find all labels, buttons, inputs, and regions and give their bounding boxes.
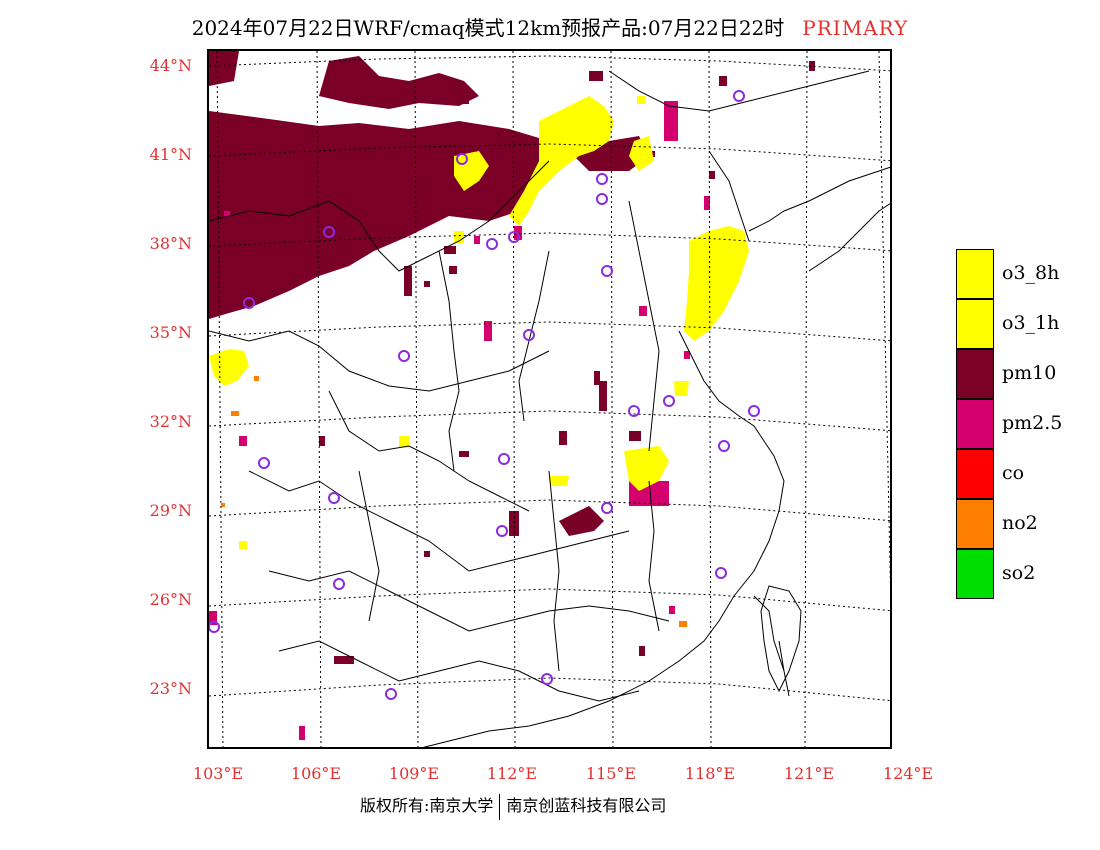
coastline xyxy=(422,166,890,747)
lat-label-35n: 35°N xyxy=(149,323,192,342)
map-canvas xyxy=(209,51,890,747)
lat-label-23n: 23°N xyxy=(149,679,192,698)
forecast-map xyxy=(207,49,892,749)
legend-swatch xyxy=(956,249,994,299)
station-markers xyxy=(209,90,760,700)
lon-label-124e: 124°E xyxy=(882,764,934,783)
legend-label: so2 xyxy=(1002,562,1036,584)
legend-swatch xyxy=(956,349,994,399)
legend-label: pm2.5 xyxy=(1002,412,1063,434)
lon-label-115e: 115°E xyxy=(585,764,637,783)
primary-tag: PRIMARY xyxy=(802,16,909,40)
lat-label-44n: 44°N xyxy=(149,56,192,75)
lat-label-26n: 26°N xyxy=(149,590,192,609)
lon-label-106e: 106°E xyxy=(290,764,342,783)
footer-separator xyxy=(499,793,501,820)
graticule xyxy=(209,51,890,747)
lat-label-41n: 41°N xyxy=(149,145,192,164)
no2-cells xyxy=(221,376,687,627)
copyright-left: 版权所有:南京大学 xyxy=(360,796,494,815)
lon-label-103e: 103°E xyxy=(192,764,244,783)
o3-region xyxy=(209,96,749,549)
lat-label-32n: 32°N xyxy=(149,412,192,431)
copyright-footer: 版权所有:南京大学 南京创蓝科技有限公司 xyxy=(360,792,666,820)
legend-swatch xyxy=(956,549,994,599)
lon-label-121e: 121°E xyxy=(783,764,835,783)
lon-label-109e: 109°E xyxy=(388,764,440,783)
lat-label-38n: 38°N xyxy=(149,234,192,253)
legend-swatch xyxy=(956,399,994,449)
legend-swatch xyxy=(956,499,994,549)
legend-label: co xyxy=(1002,462,1025,484)
legend-label: no2 xyxy=(1002,512,1038,534)
copyright-right: 南京创蓝科技有限公司 xyxy=(506,796,667,815)
legend-label: pm10 xyxy=(1002,362,1057,384)
lon-label-112e: 112°E xyxy=(486,764,538,783)
title-text: 2024年07月22日WRF/cmaq模式12km预报产品:07月22日22时 xyxy=(191,16,785,40)
map-title: 2024年07月22日WRF/cmaq模式12km预报产品:07月22日22时 P… xyxy=(0,12,1100,41)
legend-label: o3_1h xyxy=(1002,312,1060,334)
legend-swatch xyxy=(956,449,994,499)
legend-label: o3_8h xyxy=(1002,262,1060,284)
legend-swatch xyxy=(956,299,994,349)
lat-label-29n: 29°N xyxy=(149,501,192,520)
lon-label-118e: 118°E xyxy=(684,764,736,783)
